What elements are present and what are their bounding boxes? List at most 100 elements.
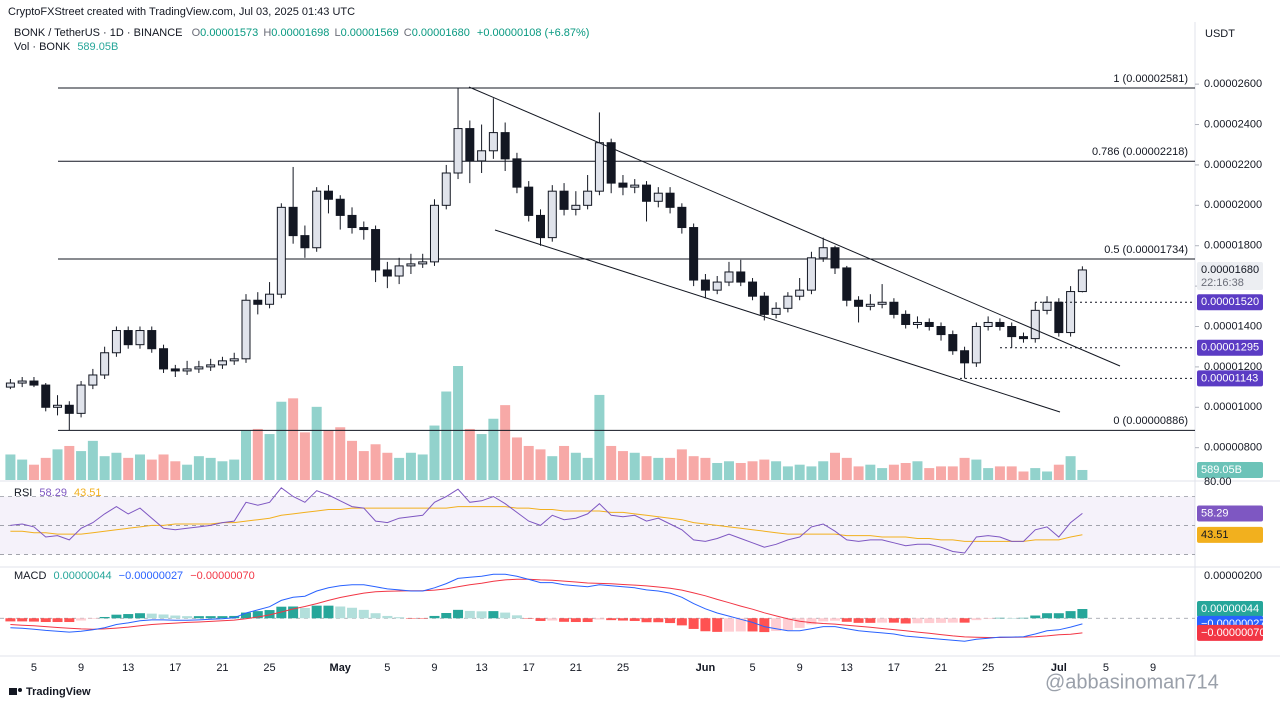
volume-bar [994, 466, 1005, 480]
candle-body [347, 214, 357, 229]
candle-body [653, 192, 663, 202]
macd-histogram-bar [17, 618, 28, 622]
volume-bar [841, 457, 852, 480]
rsi-legend: RSI 58.29 43.51 [14, 487, 102, 499]
rsi-ma-line [10, 506, 1083, 542]
fib-label: 0 (0.00000886) [1113, 415, 1188, 427]
volume-value: 589.05B [77, 41, 118, 53]
candle-body [536, 214, 545, 239]
volume-bar [936, 466, 947, 480]
candle-body [1066, 291, 1076, 334]
candle-body [854, 299, 864, 307]
volume-bar [700, 457, 711, 480]
candle-body [182, 368, 192, 372]
macd-histogram-bar [347, 607, 358, 619]
volume-bar [5, 454, 16, 480]
macd-histogram-bar [1042, 613, 1053, 619]
macd-histogram-bar [994, 617, 1005, 619]
volume-bar [900, 462, 911, 480]
macd-histogram-bar [900, 618, 911, 624]
volume-bar [299, 432, 310, 480]
macd-histogram-bar [1030, 615, 1041, 619]
legend-value: 0.00001569 [341, 27, 399, 39]
macd-histogram-bar [924, 618, 935, 624]
macd-histogram-bar [323, 605, 334, 619]
macd-histogram-bar [983, 618, 994, 619]
candle-body [865, 303, 875, 307]
macd-histogram-bar [1006, 618, 1017, 619]
candle-body [795, 289, 805, 297]
macd-tick-label: 0.00000200 [1204, 570, 1262, 582]
volume-bar [134, 454, 145, 480]
macd-signal-line [10, 578, 1083, 638]
x-tick-label: 9 [78, 662, 84, 674]
x-tick-label: 13 [841, 662, 853, 674]
volume-bar [653, 457, 664, 480]
macd-histogram-bar [134, 613, 145, 619]
macd-histogram-bar [1053, 613, 1064, 619]
x-tick-label: 13 [122, 662, 134, 674]
candle-body [830, 247, 840, 269]
volume-bar [735, 462, 746, 480]
volume-bar [794, 464, 805, 480]
credit: CryptoFXStreet created with TradingView.… [8, 6, 355, 18]
volume-bar [323, 430, 334, 480]
candle-body [924, 321, 934, 328]
macd-histogram-bar [64, 618, 75, 623]
volume-bar [1018, 471, 1029, 480]
volume-badge-bg [1197, 462, 1263, 478]
legend-value: 0.00001680 [412, 27, 470, 39]
volume-bar [453, 366, 464, 480]
plot-area: 1 (0.00002581) 0.786 (0.00002218) 0.5 (0.0… [0, 22, 1280, 657]
level-badge-bg [1197, 339, 1263, 356]
candle-body [111, 330, 121, 354]
candle-body [135, 330, 145, 346]
macd-histogram-bar [653, 618, 664, 623]
volume-bar [17, 459, 28, 480]
candle-body [642, 184, 652, 202]
candle-body [100, 352, 110, 376]
volume-bar [264, 434, 275, 480]
x-tick-label: 9 [1150, 662, 1156, 674]
volume-bar [888, 464, 899, 480]
volume-bar [712, 462, 723, 480]
macd-histogram-bar [370, 613, 381, 619]
candle-body [53, 404, 63, 408]
candle-body [41, 384, 51, 408]
level-badge: 0.00001143 [1201, 372, 1258, 384]
volume-bar [782, 466, 793, 480]
rsi-ma-value: 43.51 [74, 487, 102, 499]
volume-bar [912, 461, 923, 480]
macd-histogram-bar [146, 613, 157, 619]
macd-histogram-bar [500, 612, 511, 619]
candle-body [912, 321, 922, 325]
volume-bar [582, 457, 593, 480]
volume-bar [865, 464, 876, 480]
macd-histogram-bar [959, 618, 970, 623]
macd-histogram-bar [523, 618, 534, 619]
volume-bar [217, 461, 228, 480]
candle-body [17, 380, 27, 384]
macd-histogram-bar [229, 615, 240, 619]
x-tick-label: 13 [475, 662, 487, 674]
volume-bar [288, 398, 299, 480]
macd-histogram-bar [936, 618, 947, 623]
x-tick-label: 25 [617, 662, 629, 674]
candle-body [159, 348, 169, 370]
candle-body [1007, 326, 1017, 338]
legend-change: +0.00000108 (+6.87%) [477, 27, 590, 39]
candle-body [453, 128, 463, 174]
macd-histogram-bar [76, 618, 87, 621]
macd-histogram-bar [641, 618, 652, 623]
candle-body [842, 267, 852, 301]
candle-body [418, 261, 428, 265]
volume-bar [205, 457, 216, 480]
rsi-title: RSI [14, 487, 32, 499]
candle-body [323, 190, 333, 200]
legend-key: H [263, 27, 271, 39]
volume-bar [370, 444, 381, 480]
macd-histogram-bar [782, 618, 793, 631]
macd-histogram-bar [688, 618, 699, 629]
candle-body [524, 186, 534, 216]
fib-label: 1 (0.00002581) [1113, 73, 1188, 85]
